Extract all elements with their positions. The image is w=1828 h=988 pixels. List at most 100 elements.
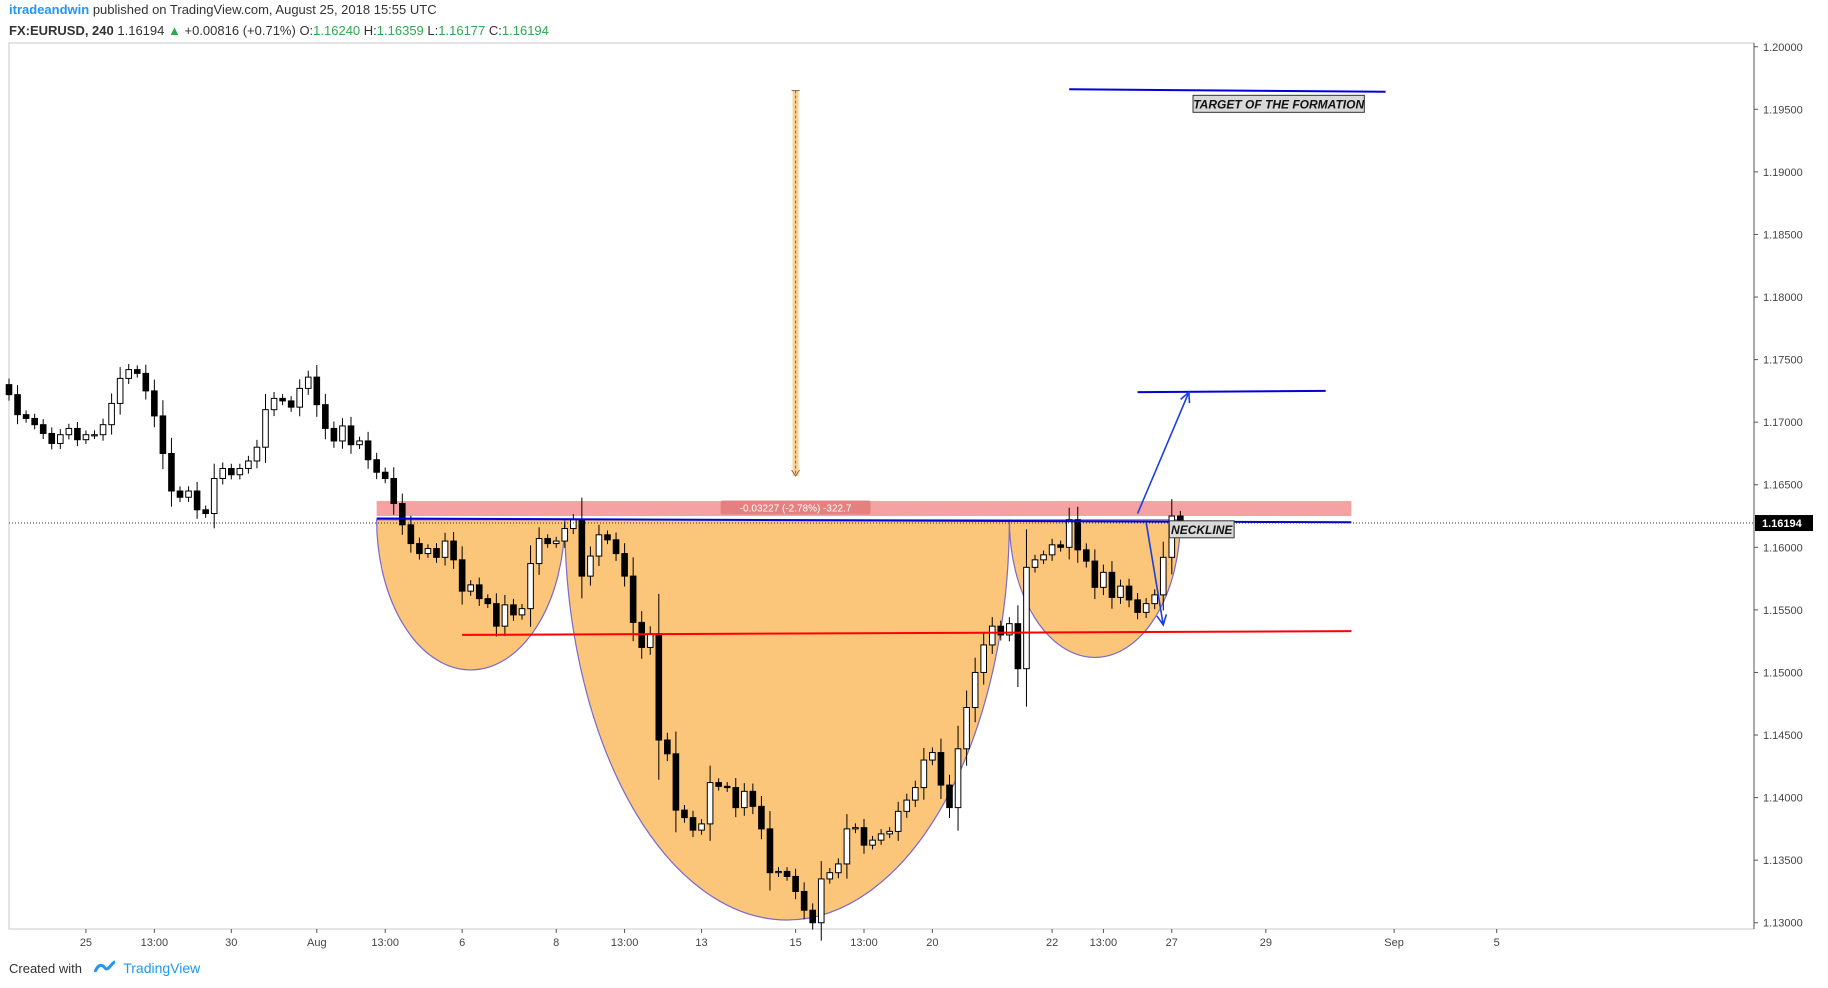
price-change: +0.00816 (+0.71%)	[184, 23, 296, 38]
candle-body	[809, 909, 817, 924]
candle-body	[381, 471, 389, 479]
x-tick-label: 13:00	[371, 937, 399, 949]
candle-body	[424, 548, 432, 555]
candle-body	[988, 625, 996, 646]
candle-body	[766, 828, 774, 874]
candle-body	[322, 404, 329, 429]
target-label: TARGET OF THE FORMATION	[1193, 97, 1364, 111]
x-tick-label: 13	[695, 937, 707, 949]
candle-body	[817, 878, 825, 924]
candle-body	[1108, 571, 1116, 598]
candle-body	[441, 540, 449, 558]
candle-body	[125, 369, 133, 379]
footer: Created with TradingView	[0, 950, 1828, 986]
candle-body	[800, 890, 808, 911]
y-tick-label: 1.20000	[1763, 42, 1803, 54]
candle-body	[527, 563, 534, 610]
candle-body	[894, 810, 902, 832]
candle-body	[535, 538, 543, 565]
candle-body	[646, 633, 654, 648]
y-tick-label: 1.19500	[1763, 104, 1803, 116]
candle-body	[1014, 623, 1022, 670]
candle-body	[168, 452, 175, 492]
candle-body	[1091, 560, 1099, 588]
candle-body	[997, 625, 1005, 636]
candle-body	[484, 598, 492, 605]
x-tick-label: 29	[1260, 937, 1272, 949]
candle-body	[1048, 544, 1056, 556]
y-tick-label: 1.17500	[1763, 355, 1803, 367]
candle-body	[1083, 549, 1090, 562]
candle-body	[1100, 571, 1107, 588]
candle-body	[775, 870, 782, 874]
candle-body	[1117, 585, 1124, 598]
candle-body	[963, 707, 970, 750]
candle-body	[860, 827, 868, 846]
measure-layer: -0.03227 (-2.78%) -322.7	[720, 90, 871, 515]
x-tick-label: 13:00	[141, 937, 169, 949]
candle-body	[236, 467, 244, 476]
candle-body	[339, 425, 346, 442]
candle-body	[31, 417, 38, 426]
x-tick-label: 13:00	[1090, 937, 1118, 949]
tradingview-logo-icon	[93, 952, 116, 988]
candle-body	[202, 509, 209, 515]
candle-body	[347, 425, 355, 446]
bullish-arrow-head	[1180, 390, 1191, 404]
candle-body	[416, 543, 423, 555]
y-tick-label: 1.14500	[1763, 730, 1803, 742]
candle-body	[433, 548, 440, 558]
y-tick-label: 1.13500	[1763, 855, 1803, 867]
candle-body	[835, 863, 842, 874]
x-tick-label: 30	[225, 937, 237, 949]
author-link[interactable]: itradeandwin	[9, 2, 90, 17]
y-tick-label: 1.16500	[1763, 480, 1803, 492]
x-tick-label: 15	[789, 937, 801, 949]
candle-body	[356, 440, 363, 446]
y-tick-label: 1.13000	[1763, 918, 1803, 930]
publish-header: itradeandwin published on TradingView.co…	[0, 0, 1828, 20]
current-price-label: 1.16194	[1762, 518, 1803, 530]
candle-body	[262, 409, 269, 448]
candle-body	[1151, 594, 1159, 605]
candle-body	[116, 377, 124, 404]
symbol-bar: FX:EURUSD, 240 1.16194 ▲ +0.00816 (+0.71…	[0, 21, 549, 41]
candle-body	[5, 384, 13, 396]
candle-body	[706, 782, 714, 825]
measure-arrowhead	[791, 469, 801, 477]
candle-body	[561, 528, 569, 542]
candle-body	[176, 490, 184, 498]
candle-body	[587, 555, 594, 577]
candle-body	[672, 753, 680, 811]
candle-body	[843, 828, 851, 865]
candle-body	[937, 752, 945, 786]
tradingview-brand[interactable]: TradingView	[123, 960, 201, 976]
symbol-name[interactable]: FX:EURUSD, 240	[9, 23, 114, 38]
candle-body	[1031, 559, 1039, 568]
candles-layer	[5, 364, 1184, 941]
candle-body	[253, 446, 261, 462]
y-tick-label: 1.15000	[1763, 667, 1803, 679]
candle-body	[604, 534, 611, 541]
close-value: 1.16194	[501, 23, 549, 38]
high-label: H:	[363, 23, 377, 38]
current-price-badge	[1755, 515, 1813, 532]
candle-body	[664, 739, 671, 755]
low-label: L:	[427, 23, 439, 38]
candle-body	[313, 376, 321, 406]
candle-body	[133, 369, 141, 374]
low-value: 1.16177	[438, 23, 486, 38]
candle-body	[48, 432, 56, 444]
pattern-layer	[376, 519, 1181, 921]
candle-body	[142, 372, 150, 392]
open-label: O:	[299, 23, 314, 38]
candle-body	[245, 460, 252, 469]
candle-body	[475, 584, 483, 600]
candle-body	[390, 477, 398, 505]
neckline-label: NECKLINE	[1171, 523, 1233, 537]
candle-body	[783, 870, 791, 877]
candle-body	[228, 467, 235, 476]
candle-body	[1074, 519, 1082, 551]
candle-body	[912, 787, 919, 801]
